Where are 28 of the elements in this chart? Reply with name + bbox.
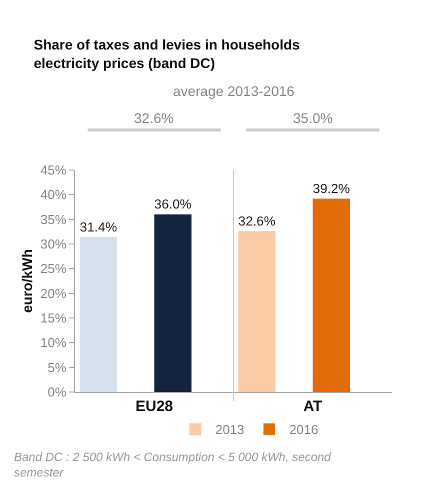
text: Band DC : 2 500 kWh < Consumption < 5 000 kWh, second semester: [14, 450, 332, 480]
y-axis-title: euro/kWh: [18, 249, 35, 313]
legend-label: 2013: [215, 422, 244, 438]
data-label: 39.2%: [312, 180, 350, 196]
y-tick-label: 25%: [40, 261, 67, 276]
x-tick-label: AT: [303, 398, 322, 415]
bar: [238, 231, 276, 392]
y-tick-label: 30%: [40, 236, 67, 252]
y-tick-label: 40%: [40, 187, 67, 202]
y-tick-label: 15%: [40, 310, 67, 326]
text: 32.6%: [134, 110, 174, 126]
data-label: 31.4%: [80, 219, 118, 234]
legend-label: 2016: [289, 422, 318, 438]
x-tick-label: EU28: [135, 398, 174, 415]
bar: [312, 198, 350, 392]
y-tick-label: 45%: [40, 162, 67, 178]
bar: [154, 214, 192, 392]
text: average 2013-2016: [173, 83, 295, 99]
y-tick-label: 10%: [40, 335, 67, 350]
text: 35.0%: [293, 110, 333, 126]
data-label: 36.0%: [154, 196, 192, 212]
y-tick-label: 35%: [40, 212, 67, 227]
bar: [80, 237, 117, 392]
y-tick-label: 20%: [40, 286, 67, 301]
data-label: 32.6%: [238, 213, 276, 228]
y-tick-label: 5%: [48, 360, 67, 375]
y-tick-label: 0%: [48, 384, 67, 400]
chart-title: Share of taxes and levies in households electricity prices (band DC): [34, 36, 300, 71]
